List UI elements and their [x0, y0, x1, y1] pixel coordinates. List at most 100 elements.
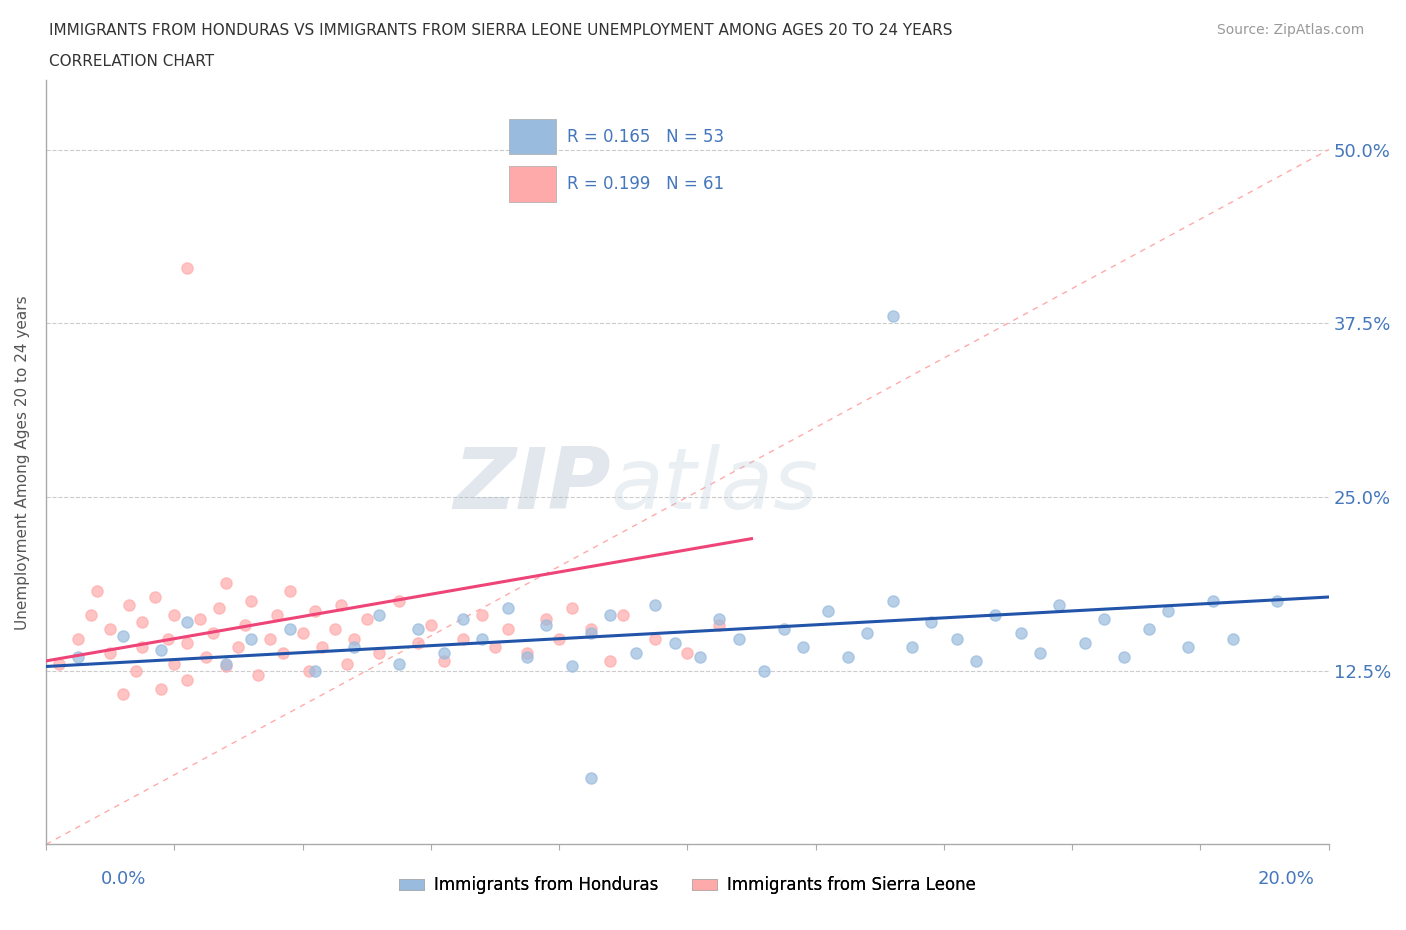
- Text: IMMIGRANTS FROM HONDURAS VS IMMIGRANTS FROM SIERRA LEONE UNEMPLOYMENT AMONG AGES: IMMIGRANTS FROM HONDURAS VS IMMIGRANTS F…: [49, 23, 953, 38]
- Point: [471, 607, 494, 622]
- Point: [433, 645, 456, 660]
- Point: [516, 649, 538, 664]
- Point: [709, 618, 731, 632]
- Point: [579, 626, 602, 641]
- Point: [368, 607, 391, 622]
- Point: [471, 631, 494, 646]
- Point: [709, 612, 731, 627]
- Point: [433, 654, 456, 669]
- Point: [304, 604, 326, 618]
- Point: [323, 621, 346, 636]
- Text: 20.0%: 20.0%: [1258, 870, 1315, 888]
- Point: [311, 640, 333, 655]
- Point: [131, 640, 153, 655]
- Point: [233, 618, 256, 632]
- Point: [298, 663, 321, 678]
- Point: [176, 673, 198, 688]
- Point: [278, 584, 301, 599]
- Point: [291, 626, 314, 641]
- Point: [214, 659, 236, 674]
- Point: [676, 645, 699, 660]
- Point: [176, 260, 198, 275]
- Point: [644, 598, 666, 613]
- Point: [920, 615, 942, 630]
- Point: [644, 631, 666, 646]
- Point: [86, 584, 108, 599]
- Point: [150, 643, 173, 658]
- Point: [125, 663, 148, 678]
- Legend: Immigrants from Honduras, Immigrants from Sierra Leone: Immigrants from Honduras, Immigrants fro…: [392, 870, 983, 901]
- Point: [1047, 598, 1070, 613]
- Point: [214, 576, 236, 591]
- Point: [965, 654, 987, 669]
- Point: [246, 668, 269, 683]
- Point: [882, 309, 904, 324]
- Point: [496, 601, 519, 616]
- Point: [304, 663, 326, 678]
- Point: [406, 635, 429, 650]
- Point: [451, 612, 474, 627]
- Text: ZIP: ZIP: [453, 444, 610, 526]
- Point: [336, 657, 359, 671]
- Point: [1029, 645, 1052, 660]
- Point: [1222, 631, 1244, 646]
- Point: [388, 593, 411, 608]
- Point: [548, 631, 571, 646]
- Point: [201, 626, 224, 641]
- Text: CORRELATION CHART: CORRELATION CHART: [49, 54, 214, 69]
- Point: [98, 621, 121, 636]
- Point: [612, 607, 634, 622]
- Point: [406, 621, 429, 636]
- Point: [754, 663, 776, 678]
- Point: [356, 612, 378, 627]
- Point: [599, 607, 621, 622]
- Point: [727, 631, 749, 646]
- Point: [67, 649, 90, 664]
- Text: atlas: atlas: [610, 444, 818, 526]
- Point: [664, 635, 686, 650]
- Point: [496, 621, 519, 636]
- Point: [772, 621, 794, 636]
- Point: [330, 598, 353, 613]
- Point: [945, 631, 967, 646]
- Point: [1137, 621, 1160, 636]
- Point: [516, 645, 538, 660]
- Point: [48, 657, 70, 671]
- Y-axis label: Unemployment Among Ages 20 to 24 years: Unemployment Among Ages 20 to 24 years: [15, 295, 30, 630]
- Point: [80, 607, 103, 622]
- Point: [1157, 604, 1180, 618]
- Point: [579, 621, 602, 636]
- Point: [419, 618, 441, 632]
- Point: [689, 649, 711, 664]
- Point: [1112, 649, 1135, 664]
- Point: [882, 593, 904, 608]
- Point: [1010, 626, 1032, 641]
- Point: [984, 607, 1007, 622]
- Point: [67, 631, 90, 646]
- Point: [188, 612, 211, 627]
- Point: [901, 640, 924, 655]
- Point: [228, 640, 250, 655]
- Point: [111, 629, 134, 644]
- Point: [343, 631, 366, 646]
- Point: [624, 645, 647, 660]
- Point: [266, 607, 288, 622]
- Point: [484, 640, 506, 655]
- Point: [131, 615, 153, 630]
- Point: [214, 657, 236, 671]
- Point: [1092, 612, 1115, 627]
- Point: [368, 645, 391, 660]
- Point: [343, 640, 366, 655]
- Point: [111, 687, 134, 702]
- Point: [195, 649, 218, 664]
- Point: [837, 649, 859, 664]
- Point: [792, 640, 814, 655]
- Point: [118, 598, 141, 613]
- Point: [1202, 593, 1225, 608]
- Point: [259, 631, 281, 646]
- Point: [536, 612, 558, 627]
- Point: [451, 631, 474, 646]
- Point: [599, 654, 621, 669]
- Point: [278, 621, 301, 636]
- Point: [856, 626, 879, 641]
